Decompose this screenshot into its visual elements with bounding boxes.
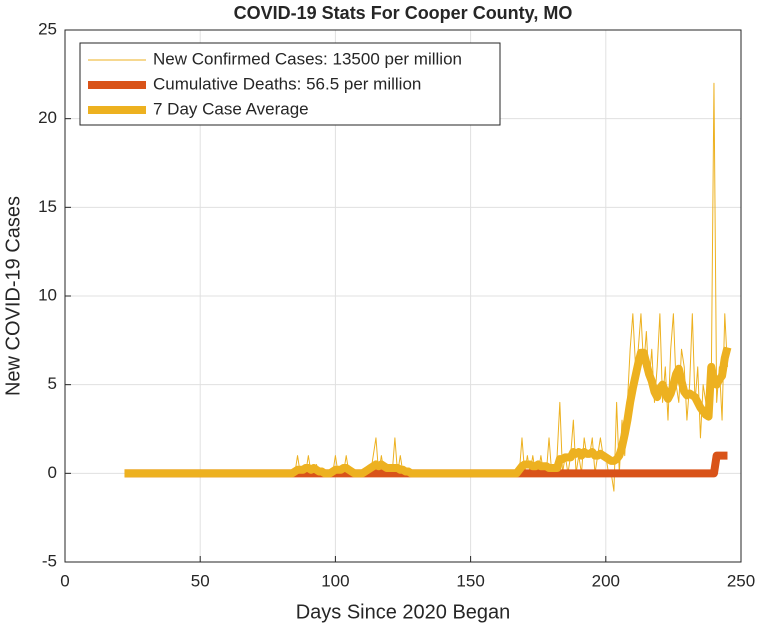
series-line: [123, 346, 732, 478]
x-tick-label: 100: [321, 571, 349, 590]
x-tick-label: 250: [727, 571, 755, 590]
y-tick-label: 10: [38, 285, 57, 304]
legend-box: [79, 42, 501, 126]
x-axis-label: Days Since 2020 Began: [296, 601, 511, 623]
y-tick-label: 25: [38, 19, 57, 38]
y-tick-label: 15: [38, 197, 57, 216]
x-tick-label: 0: [60, 571, 69, 590]
y-tick-label: 0: [48, 463, 57, 482]
legend-label: 7 Day Case Average: [153, 99, 309, 118]
y-tick-label: 20: [38, 108, 57, 127]
y-axis-label: New COVID-19 Cases: [2, 196, 24, 396]
x-tick-label: 150: [456, 571, 484, 590]
legend-label: New Confirmed Cases: 13500 per million: [153, 49, 462, 68]
chart-title: COVID-19 Stats For Cooper County, MO: [234, 3, 573, 23]
x-tick-label: 50: [191, 571, 210, 590]
legend-label: Cumulative Deaths: 56.5 per million: [153, 74, 421, 93]
x-tick-label: 200: [592, 571, 620, 590]
y-tick-label: -5: [42, 551, 57, 570]
plot-frame: [64, 29, 742, 563]
y-tick-label: 5: [48, 374, 57, 393]
legend: New Confirmed Cases: 13500 per million Cu…: [79, 42, 501, 126]
